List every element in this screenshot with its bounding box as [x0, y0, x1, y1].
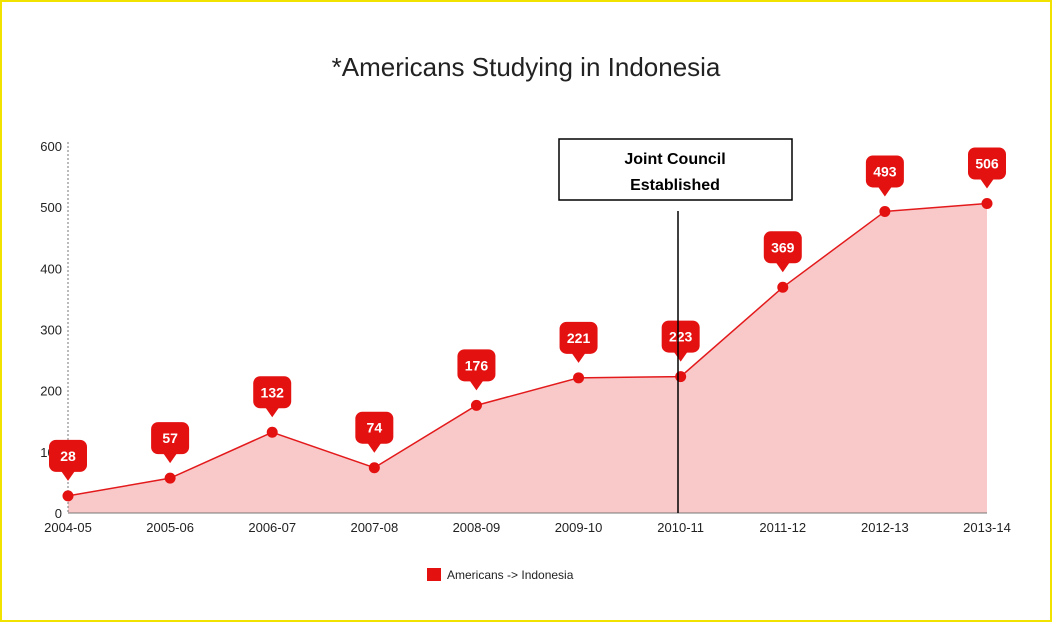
x-tick-label: 2012-13	[861, 520, 909, 535]
data-label: 221	[567, 330, 591, 346]
data-label: 506	[975, 155, 999, 171]
x-tick-label: 2009-10	[555, 520, 603, 535]
data-label: 57	[162, 430, 178, 446]
data-label-bubble	[151, 422, 190, 455]
x-tick-label: 2007-08	[350, 520, 398, 535]
data-label-pointer	[265, 407, 280, 418]
annotation-line2: Established	[630, 177, 720, 194]
marker-layer: 28 57 132 74 176 221 223 369 493 506	[49, 147, 1006, 502]
data-label-pointer	[163, 453, 178, 464]
y-tick-label: 600	[40, 139, 62, 154]
series-line	[67, 202, 988, 497]
area-layer	[67, 202, 988, 513]
legend: Americans -> Indonesia	[427, 568, 574, 582]
data-label-pointer	[571, 352, 586, 363]
data-label: 132	[261, 384, 285, 400]
annotation: Joint Council Established	[558, 138, 793, 513]
x-tick-label: 2013-14	[963, 520, 1011, 535]
x-tick-label: 2010-11	[657, 520, 704, 535]
data-point	[164, 472, 176, 484]
data-label: 74	[367, 420, 383, 436]
data-label-pointer	[877, 186, 892, 197]
data-point	[879, 205, 891, 217]
x-tick-label: 2011-12	[759, 520, 806, 535]
legend-swatch	[427, 568, 441, 581]
y-tick-label: 200	[40, 384, 62, 399]
data-point	[470, 399, 482, 411]
data-label-bubble	[253, 376, 292, 409]
data-point	[981, 197, 993, 209]
y-tick-label: 400	[40, 261, 62, 276]
y-tick-label: 0	[55, 506, 62, 521]
data-label: 223	[669, 329, 693, 345]
x-tick-label: 2006-07	[248, 520, 296, 535]
chart-title: *Americans Studying in Indonesia	[332, 52, 721, 82]
data-point	[675, 371, 687, 383]
data-label-bubble	[355, 411, 394, 444]
data-label-bubble	[763, 231, 802, 264]
y-tick-label: 500	[40, 200, 62, 215]
data-label-pointer	[61, 470, 75, 481]
data-label-bubble	[49, 439, 87, 472]
y-tick-label: 300	[40, 323, 62, 338]
data-label-pointer	[469, 380, 484, 391]
data-label: 28	[60, 448, 76, 464]
data-point	[573, 372, 585, 384]
x-tick-label: 2005-06	[146, 520, 194, 535]
data-label-pointer	[367, 442, 382, 453]
data-label-pointer	[775, 262, 790, 273]
series-area	[68, 203, 987, 513]
annotation-line1: Joint Council	[624, 151, 725, 168]
data-point	[266, 426, 278, 438]
x-tick-label: 2004-05	[44, 520, 92, 535]
data-label-bubble	[865, 155, 904, 188]
data-label-pointer	[673, 351, 688, 362]
data-label: 176	[465, 357, 489, 373]
data-label-pointer	[980, 178, 994, 189]
annotation-box	[558, 138, 793, 201]
data-label-bubble	[968, 147, 1006, 180]
data-point	[368, 462, 380, 474]
axis-layer: 01002003004005006002004-052005-062006-07…	[40, 139, 1011, 535]
data-point	[777, 281, 789, 293]
data-label: 493	[873, 163, 897, 179]
data-point	[62, 490, 74, 502]
data-label: 369	[771, 239, 795, 255]
data-label-bubble	[661, 320, 700, 353]
data-label-bubble	[559, 321, 598, 354]
x-tick-label: 2008-09	[453, 520, 501, 535]
legend-label: Americans -> Indonesia	[447, 568, 574, 582]
data-label-bubble	[457, 349, 496, 382]
